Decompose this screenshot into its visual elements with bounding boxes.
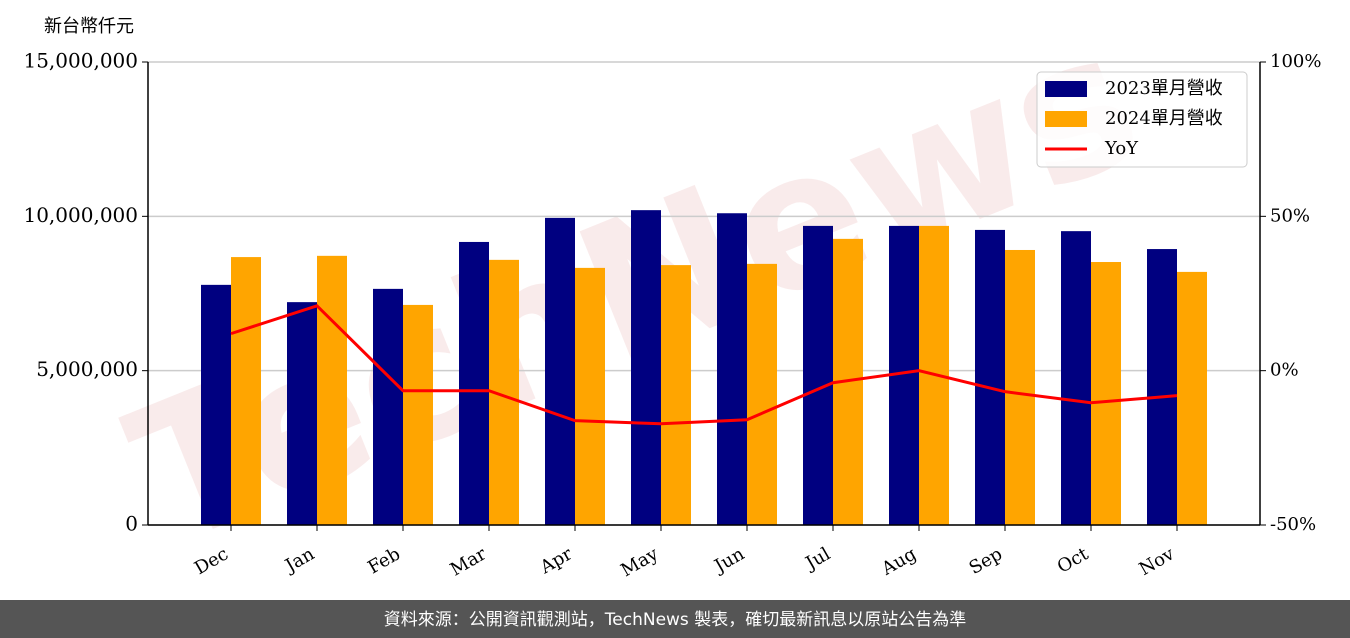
legend-swatch	[1045, 81, 1087, 97]
legend-label: YoY	[1104, 138, 1139, 159]
y-tick-label: 5,000,000	[36, 357, 138, 381]
y-tick-label: 15,000,000	[23, 49, 138, 73]
bar	[231, 257, 261, 525]
bar	[1005, 249, 1035, 525]
y-tick-label: 0	[125, 512, 138, 536]
bar	[1061, 231, 1091, 525]
unit-label: 新台幣仟元	[44, 16, 134, 37]
legend-label: 2024單月營收	[1105, 108, 1223, 129]
legend: 2023單月營收 2024單月營收 YoY	[1036, 71, 1248, 168]
x-tick-label: Jun	[709, 543, 748, 578]
y-tick-label: 10,000,000	[23, 203, 138, 227]
x-tick-label: Nov	[1136, 543, 1179, 580]
y2-tick-label: 50%	[1270, 205, 1310, 226]
bar	[747, 263, 777, 525]
yoy-line	[230, 304, 1178, 426]
legend-label: 2023單月營收	[1105, 78, 1223, 99]
bar	[317, 255, 347, 526]
x-tick-label: Aug	[877, 543, 920, 580]
y2-tick-label: 100%	[1270, 51, 1321, 72]
bar	[1091, 262, 1121, 525]
bar	[545, 217, 575, 526]
bar	[287, 302, 317, 525]
bar	[575, 267, 605, 525]
bar	[717, 213, 747, 525]
x-tick-label: Jan	[280, 543, 318, 577]
x-tick-label: Oct	[1054, 543, 1093, 578]
y2-tick-label: -50%	[1270, 514, 1316, 535]
x-tick-label: May	[617, 543, 662, 581]
legend-box	[1036, 71, 1248, 168]
x-tick-label: Feb	[364, 543, 404, 578]
bar	[975, 229, 1005, 525]
bar	[803, 225, 833, 526]
x-tick-label: Jul	[800, 543, 834, 575]
footer-bar	[0, 600, 1350, 638]
legend-swatch	[1045, 111, 1087, 127]
footer: 資料來源：公開資訊觀測站，TechNews 製表，確切最新訊息以原站公告為準	[384, 610, 966, 630]
bar	[1177, 271, 1207, 525]
x-tick-label: Apr	[536, 543, 576, 578]
x-tick-label: Sep	[966, 543, 1006, 578]
bar	[631, 210, 661, 525]
bar	[403, 304, 433, 525]
bar	[459, 241, 489, 525]
bar	[373, 288, 403, 525]
bar	[661, 265, 691, 525]
bar	[201, 284, 231, 525]
y2-tick-label: 0%	[1270, 360, 1299, 381]
bar	[1147, 249, 1177, 525]
x-tick-label: Mar	[447, 543, 491, 580]
